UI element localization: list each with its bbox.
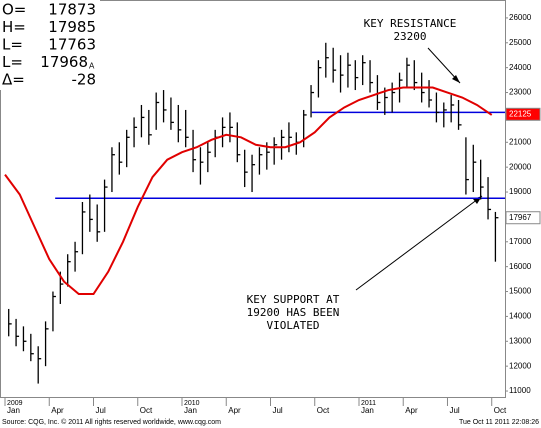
y-tick-label: 21000 [509,137,532,146]
x-tick-label: Apr [405,406,418,415]
y-tick-label: 11000 [509,386,531,395]
x-tick-label: Oct [494,406,507,415]
annotation: KEY RESISTANCE [364,17,457,30]
y-tick-label: 20000 [509,162,532,171]
moving-average [4,86,493,296]
readout-label: O= [2,1,26,19]
year-label: 2009 [7,400,23,407]
last-value-box [505,211,541,225]
readout-value: 17873 [48,1,96,19]
y-tick-label: 19000 [509,187,532,196]
x-tick-label: Oct [317,406,330,415]
footer-source: Source: CQG, Inc. © 2011 All rights rese… [2,418,221,426]
readout-label: Δ= [2,71,25,89]
x-tick-label: Jan [361,406,374,415]
y-tick-label: 13000 [509,336,532,345]
readout-label: L= [2,36,23,54]
footer-timestamp: Tue Oct 11 2011 22:08:26 [459,419,539,426]
x-tick-label: Apr [51,406,64,415]
y-tick-label: 17000 [509,237,532,246]
x-tick-label: Jul [272,406,282,415]
last-value-label: 22125 [509,109,532,118]
arrow [355,195,483,291]
last-value-label: 17967 [509,213,532,222]
readout-value: 17968 [40,53,88,71]
y-tick-label: 25000 [509,38,532,47]
annotation: VIOLATED [267,319,320,332]
x-tick-label: Jan [184,406,197,415]
readout-flag: A [89,62,95,71]
y-tick-label: 23000 [509,88,532,97]
arrow-head [452,75,460,83]
year-label: 2011 [361,400,376,407]
annotation: KEY SUPPORT AT [247,293,340,306]
readout-value: 17985 [48,18,96,36]
annotation: 23200 [393,30,426,43]
y-tick-label: 26000 [509,13,532,22]
last-value-box [505,107,541,121]
x-tick-label: Jul [96,406,106,415]
readout-box [0,0,100,90]
x-tick-label: Jan [7,406,20,415]
year-label: 2010 [184,400,200,407]
readout-label: H= [2,18,26,36]
y-tick-label: 12000 [509,361,532,370]
y-tick-label: 15000 [509,287,532,296]
y-tick-label: 14000 [509,312,532,321]
y-tick-label: 16000 [509,262,532,271]
x-tick-label: Jul [449,406,459,415]
y-tick-label: 24000 [509,63,532,72]
readout-value: 17763 [48,36,96,54]
x-tick-label: Oct [140,406,153,415]
annotation: 19200 HAS BEEN [247,306,340,319]
x-tick-label: Apr [228,406,241,415]
readout-value: -28 [72,71,97,89]
plot-border [0,0,506,398]
readout-label: L= [2,53,23,71]
